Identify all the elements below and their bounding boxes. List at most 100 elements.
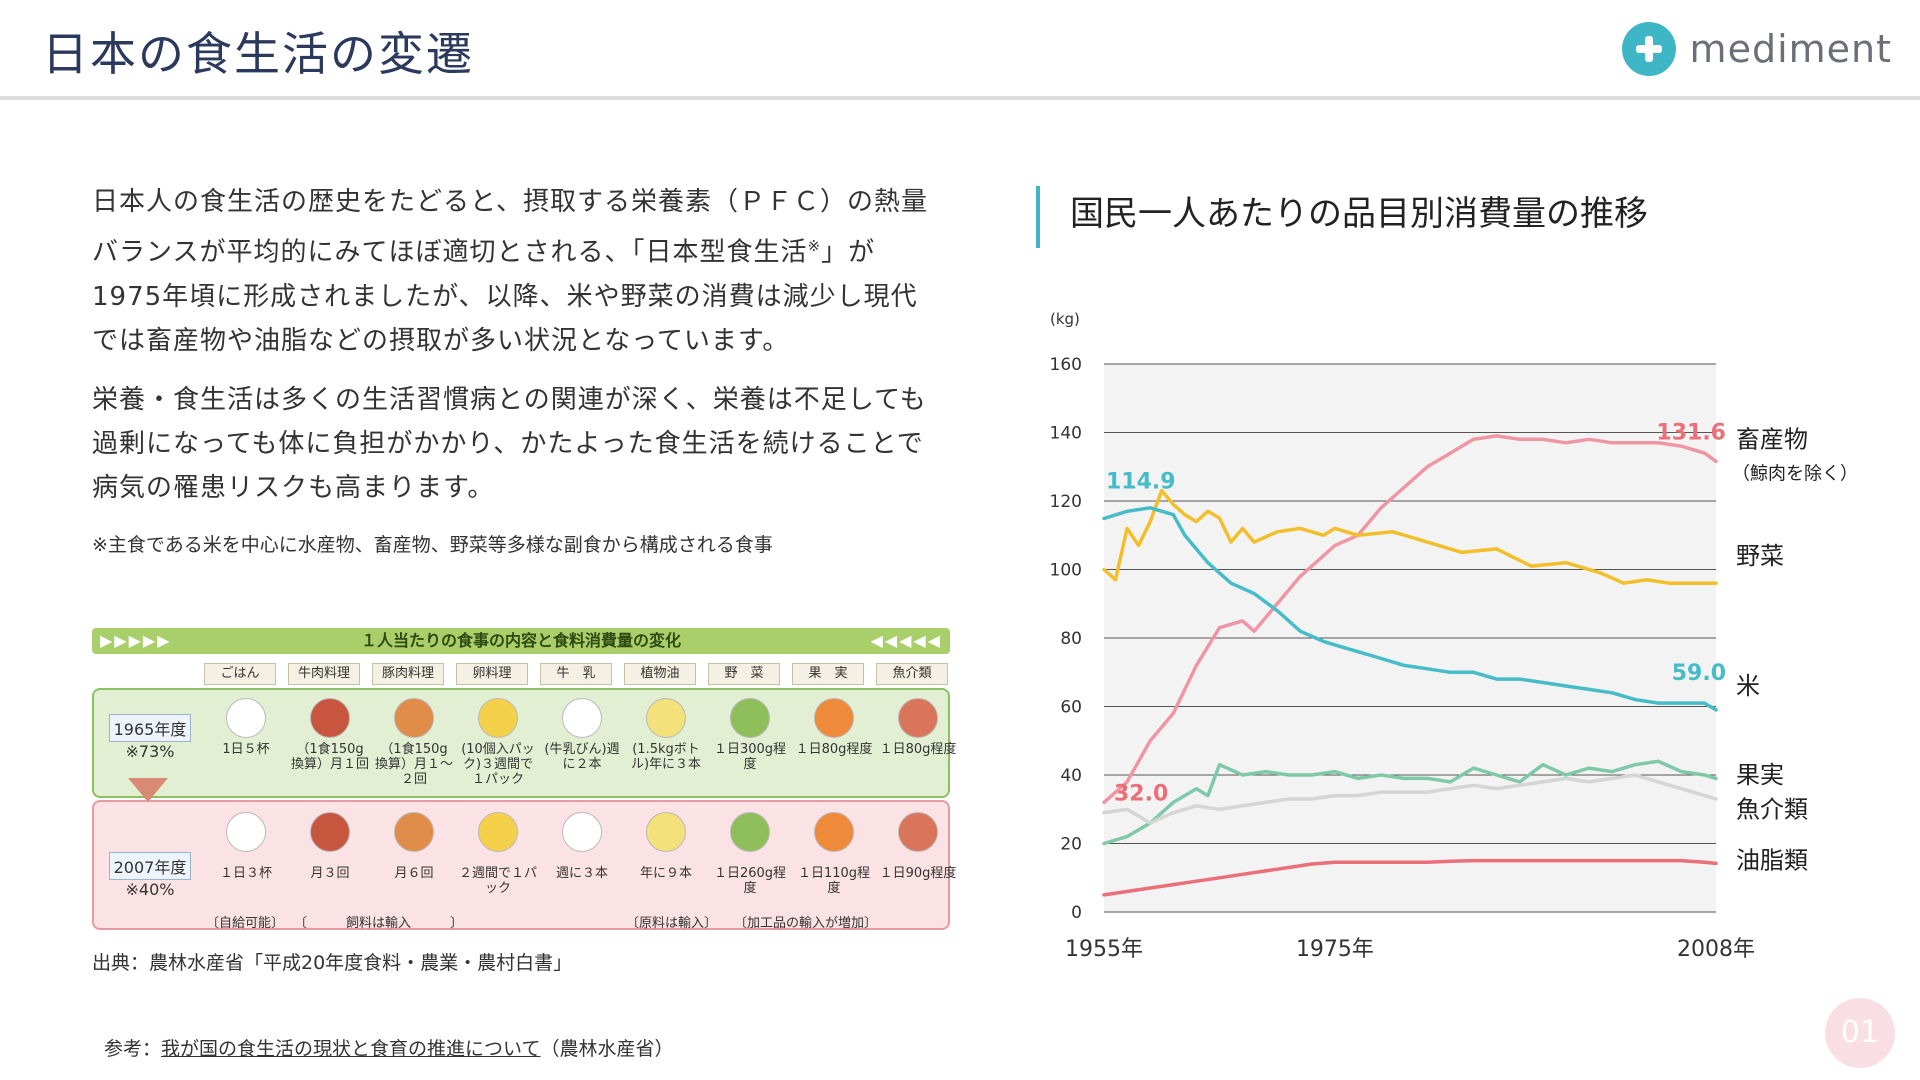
- brand-logo[interactable]: mediment: [1621, 22, 1892, 76]
- y-tick-label: 0: [1071, 903, 1082, 923]
- series-label: 魚介類: [1736, 795, 1808, 823]
- food-column-header: 魚介類: [876, 663, 948, 685]
- food-illustration: [730, 698, 770, 738]
- food-column-header: ごはん: [204, 663, 276, 685]
- food-illustration: [478, 812, 518, 852]
- series-sublabel: （鯨肉を除く）: [1732, 463, 1858, 484]
- food-column-header: 果 実: [792, 663, 864, 685]
- food-amount: １日３杯: [219, 866, 272, 881]
- food-illustration: [898, 812, 938, 852]
- banner-arrows-right: ◀◀◀◀◀: [870, 631, 942, 650]
- series-line-果実: [1102, 759, 1718, 846]
- food-amount: (10個入パック)３週間で１パック: [461, 742, 535, 787]
- food-amount: １日260g程度: [713, 866, 787, 896]
- series-line-米: [1102, 506, 1718, 712]
- series-label: 野菜: [1736, 542, 1784, 570]
- intro-paragraph: 日本人の食生活の歴史をたどると、摂取する栄養素（ＰＦＣ）の熱量バランスが平均的に…: [92, 180, 942, 363]
- reference-line: 参考：我が国の食生活の現状と食育の推進について（農林水産省）: [104, 1034, 673, 1061]
- food-note: 〔原料は輸入〕: [626, 916, 718, 931]
- food-amount: 年に９本: [639, 866, 692, 881]
- food-row-2007: 2007年度 ※40% １日３杯 月３回 月６回 ２週間で１パック 週に３本 年に９本 １日…: [92, 800, 956, 931]
- series-label: 畜産物: [1736, 425, 1808, 453]
- food-illustration: [310, 698, 350, 738]
- ratio-label: ※73%: [125, 742, 175, 761]
- year-box: 2007年度 ※40%: [102, 852, 198, 899]
- series-line-野菜: [1102, 488, 1718, 585]
- food-illustration: [562, 812, 602, 852]
- food-illustration: [478, 698, 518, 738]
- food-amount: １日300g程度: [713, 742, 787, 772]
- food-amount: 週に３本: [555, 866, 608, 881]
- intro-text-2: 」が1975年頃に形成されましたが、以降、米や野菜の消費は減少し現代では畜産物や…: [92, 237, 918, 356]
- food-amount: 月６回: [394, 866, 434, 881]
- food-illustration: [226, 698, 266, 738]
- food-illustration: [310, 812, 350, 852]
- year-label: 2007年度: [108, 852, 192, 880]
- food-amount: 月３回: [310, 866, 350, 881]
- food-amount: （1食150g換算）月１回: [290, 742, 369, 772]
- food-note: 〔加工品の輸入が増加〕: [734, 916, 878, 931]
- food-row-1965: 1965年度 ※73% 1日５杯 （1食150g換算）月１回 （1食150g換算）月…: [92, 688, 956, 798]
- y-tick-label: 60: [1060, 698, 1082, 718]
- food-column-headers: ごはん 牛肉料理 豚肉料理 卵料理牛 乳植物油野 菜果 実魚介類: [204, 663, 950, 685]
- series-label: 米: [1736, 672, 1760, 700]
- header: 日本の食生活の変遷 mediment: [0, 0, 1920, 100]
- food-column-header: 野 菜: [708, 663, 780, 685]
- intro-text-1: 日本人の食生活の歴史をたどると、摂取する栄養素（ＰＦＣ）の熱量バランスが平均的に…: [92, 187, 928, 268]
- reference-link[interactable]: 我が国の食生活の現状と食育の推進について: [161, 1038, 541, 1060]
- ratio-label: ※40%: [125, 880, 175, 899]
- food-column-header: 植物油: [624, 663, 696, 685]
- food-illustration: [226, 812, 266, 852]
- data-label: 131.6: [1656, 420, 1726, 445]
- food-illustration: [730, 812, 770, 852]
- footnote: ※主食である米を中心に水産物、畜産物、野菜等多様な副食から構成される食事: [92, 534, 773, 556]
- food-illustration: [814, 698, 854, 738]
- chart-heading: 国民一人あたりの品目別消費量の推移: [1036, 186, 1648, 248]
- food-illustration: [394, 812, 434, 852]
- y-tick-label: 140: [1050, 424, 1082, 444]
- food-illustration: [562, 698, 602, 738]
- y-tick-label: 120: [1050, 492, 1082, 512]
- food-amount: (1.5kgボトル)年に３本: [630, 742, 702, 772]
- food-amount: １日110g程度: [797, 866, 871, 896]
- y-tick-label: 20: [1060, 835, 1082, 855]
- food-note: 〔 飼料は輸入 〕: [294, 916, 464, 931]
- food-amount: １日80g程度: [795, 742, 873, 757]
- food-illustration: [646, 812, 686, 852]
- food-consumption-figure: ▶▶▶▶▶ １人当たりの食事の内容と食料消費量の変化 ◀◀◀◀◀ ごはん 牛肉料理…: [92, 628, 956, 931]
- food-amount: １日90g程度: [879, 866, 957, 881]
- y-tick-label: 40: [1060, 766, 1082, 786]
- y-tick-label: 80: [1060, 629, 1082, 649]
- food-amount: 1日５杯: [222, 742, 270, 757]
- food-amount: １日80g程度: [879, 742, 957, 757]
- food-amount: (牛乳びん)週に２本: [544, 742, 620, 772]
- series-line-魚介類: [1102, 773, 1718, 825]
- food-illustration: [646, 698, 686, 738]
- food-column-header: 牛 乳: [540, 663, 612, 685]
- down-arrow-icon: [128, 778, 168, 802]
- footnote-mark: ※: [807, 237, 822, 255]
- y-axis-unit: (kg): [1050, 310, 1080, 328]
- data-label: 59.0: [1672, 661, 1726, 686]
- data-label: 32.0: [1114, 781, 1168, 806]
- x-tick-label: 1975年: [1296, 937, 1374, 962]
- data-label: 114.9: [1106, 469, 1176, 494]
- food-figure-title-text: １人当たりの食事の内容と食料消費量の変化: [360, 631, 681, 650]
- series-label: 油脂類: [1736, 847, 1808, 875]
- reference-prefix: 参考：: [104, 1038, 162, 1060]
- plus-icon: [1621, 22, 1676, 76]
- year-box: 1965年度 ※73%: [102, 714, 198, 761]
- food-column-header: 豚肉料理: [372, 663, 444, 685]
- banner-arrows-left: ▶▶▶▶▶: [100, 631, 172, 650]
- food-amount: ２週間で１パック: [458, 866, 537, 896]
- source-citation: 出典：農林水産省「平成20年度食料・農業・農村白書」: [92, 952, 573, 974]
- reference-suffix: （農林水産省）: [540, 1038, 674, 1060]
- food-column-header: 卵料理: [456, 663, 528, 685]
- food-illustration: [814, 812, 854, 852]
- page-title: 日本の食生活の変遷: [42, 27, 474, 81]
- food-illustration: [898, 698, 938, 738]
- food-column-header: 牛肉料理: [288, 663, 360, 685]
- series-line-畜産物: [1102, 434, 1718, 805]
- food-note: 〔自給可能〕: [206, 916, 285, 931]
- x-tick-label: 2008年: [1677, 937, 1755, 962]
